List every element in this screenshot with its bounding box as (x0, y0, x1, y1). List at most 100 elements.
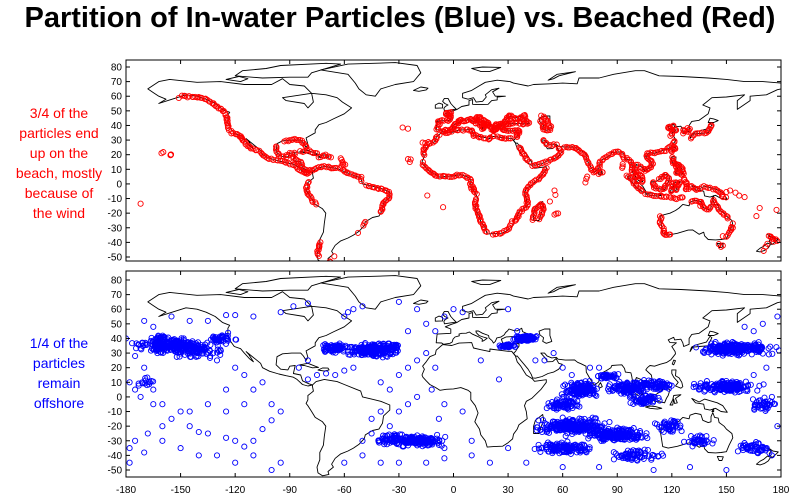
in-water-particle (486, 459, 493, 466)
beached-particle (655, 148, 662, 156)
longitude-tick-label: 30 (503, 485, 515, 496)
in-water-particle (377, 379, 384, 386)
map-frame (125, 270, 782, 478)
in-water-particle (259, 379, 266, 386)
beached-particle (599, 169, 606, 176)
beached-particle (538, 119, 545, 126)
beached-particle (663, 231, 670, 238)
in-water-particle (159, 423, 166, 430)
in-water-particle (223, 386, 230, 393)
in-water-particle (404, 328, 412, 335)
in-water-particle (150, 401, 157, 408)
in-water-particle (459, 408, 466, 415)
in-water-particle (630, 386, 637, 393)
in-water-particle (232, 336, 239, 343)
beached-particle (711, 200, 718, 207)
in-water-particle (468, 437, 475, 444)
in-water-particle (290, 303, 297, 310)
latitude-tick-label: -40 (108, 451, 123, 462)
in-water-particle (126, 445, 133, 452)
in-water-particle (468, 452, 475, 459)
in-water-particle (439, 437, 446, 444)
in-water-particle (630, 400, 637, 407)
in-water-particle (567, 403, 575, 410)
in-water-particle (638, 399, 645, 406)
in-water-particle (414, 357, 421, 364)
longitude-tick-label: 150 (718, 485, 735, 496)
beached-particle (708, 122, 715, 129)
in-water-particle (159, 437, 166, 444)
in-water-particle (578, 441, 586, 448)
beached-particle (506, 112, 513, 119)
beached-particle (631, 165, 638, 172)
beached-particle (696, 186, 704, 193)
in-water-particle (600, 432, 607, 439)
in-water-particle (186, 408, 193, 415)
in-water-particle (138, 346, 145, 353)
in-water-particle (232, 459, 239, 466)
beached-particle (501, 118, 508, 125)
beached-particle (694, 130, 701, 137)
in-water-particle (387, 435, 394, 442)
in-water-particle (143, 340, 150, 347)
in-water-particle (505, 306, 512, 313)
in-water-particle (201, 344, 208, 351)
in-water-particle (711, 389, 718, 396)
beached-particle (536, 202, 543, 209)
latitude-tick-label: 20 (111, 150, 123, 161)
beached-particle (729, 224, 736, 231)
in-water-particle (428, 386, 435, 393)
in-water-particle (459, 309, 466, 316)
coastline (645, 405, 663, 410)
longitude-tick-label: -60 (337, 485, 352, 496)
in-water-particle (372, 350, 379, 357)
in-water-particle (745, 347, 752, 355)
coastline (598, 382, 603, 389)
in-water-particle (648, 382, 655, 389)
in-water-particle (588, 430, 595, 437)
in-water-particle (552, 445, 559, 452)
in-water-particle (505, 341, 512, 348)
latitude-tick-label: 50 (111, 319, 123, 330)
in-water-particle (596, 364, 603, 371)
in-water-particle (592, 421, 599, 429)
in-water-particle (135, 380, 142, 387)
in-water-map-panel: 80 70 60 50 40 30 20 10 0 -10 -20 -30 -40 -50 (108, 270, 782, 478)
in-water-particle (166, 343, 173, 350)
beached-particle (540, 137, 547, 144)
beached-particle (374, 185, 381, 192)
beached-particle (446, 173, 453, 180)
beached-particle (337, 155, 344, 162)
latitude-tick-label: -30 (108, 223, 123, 234)
in-water-particle (692, 436, 699, 443)
in-water-particle (709, 342, 716, 349)
in-water-particle (588, 387, 595, 394)
in-water-particle (398, 435, 405, 442)
in-water-particle (621, 452, 628, 459)
in-water-particle (724, 342, 731, 350)
in-water-particle (341, 367, 348, 374)
in-water-particle (580, 441, 587, 448)
beached-particle (326, 258, 333, 261)
in-water-particle (304, 357, 311, 364)
in-water-particle (435, 415, 442, 422)
in-water-particle (150, 323, 157, 330)
in-water-particle (665, 423, 672, 430)
in-water-particle (765, 345, 772, 352)
in-water-particle (376, 439, 383, 446)
in-water-particle (720, 342, 727, 349)
coastline (471, 279, 502, 285)
in-water-particle (646, 395, 653, 402)
beached-particle (448, 128, 455, 135)
in-water-particle (693, 344, 700, 351)
in-water-particle (268, 417, 275, 424)
in-water-particle (701, 383, 709, 390)
in-water-particle (744, 387, 751, 395)
coastline (671, 359, 676, 366)
in-water-particle (687, 433, 695, 440)
in-water-particle (591, 415, 598, 422)
in-water-particle (649, 399, 657, 406)
beached-particle (455, 126, 462, 133)
in-water-particle (322, 341, 329, 348)
in-water-particle (174, 339, 181, 346)
